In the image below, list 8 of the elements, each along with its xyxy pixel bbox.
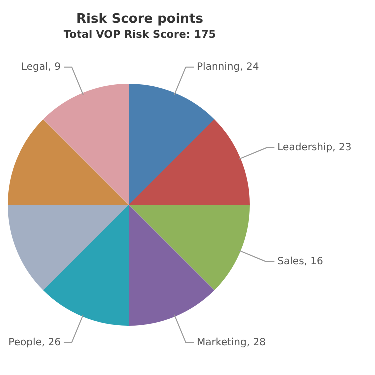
chart-title: Risk Score points bbox=[75, 12, 205, 27]
slice-label: Planning, 24 bbox=[197, 62, 260, 73]
slice-label: Marketing, 28 bbox=[197, 337, 266, 348]
slice-label: Legal, 9 bbox=[21, 62, 61, 73]
slice-label: People, 26 bbox=[8, 337, 61, 348]
slice-label: Leadership, 23 bbox=[278, 142, 352, 154]
slice-label: Sales, 16 bbox=[278, 256, 324, 268]
chart-subtitle: Total VOP Risk Score: 175 bbox=[62, 29, 218, 41]
